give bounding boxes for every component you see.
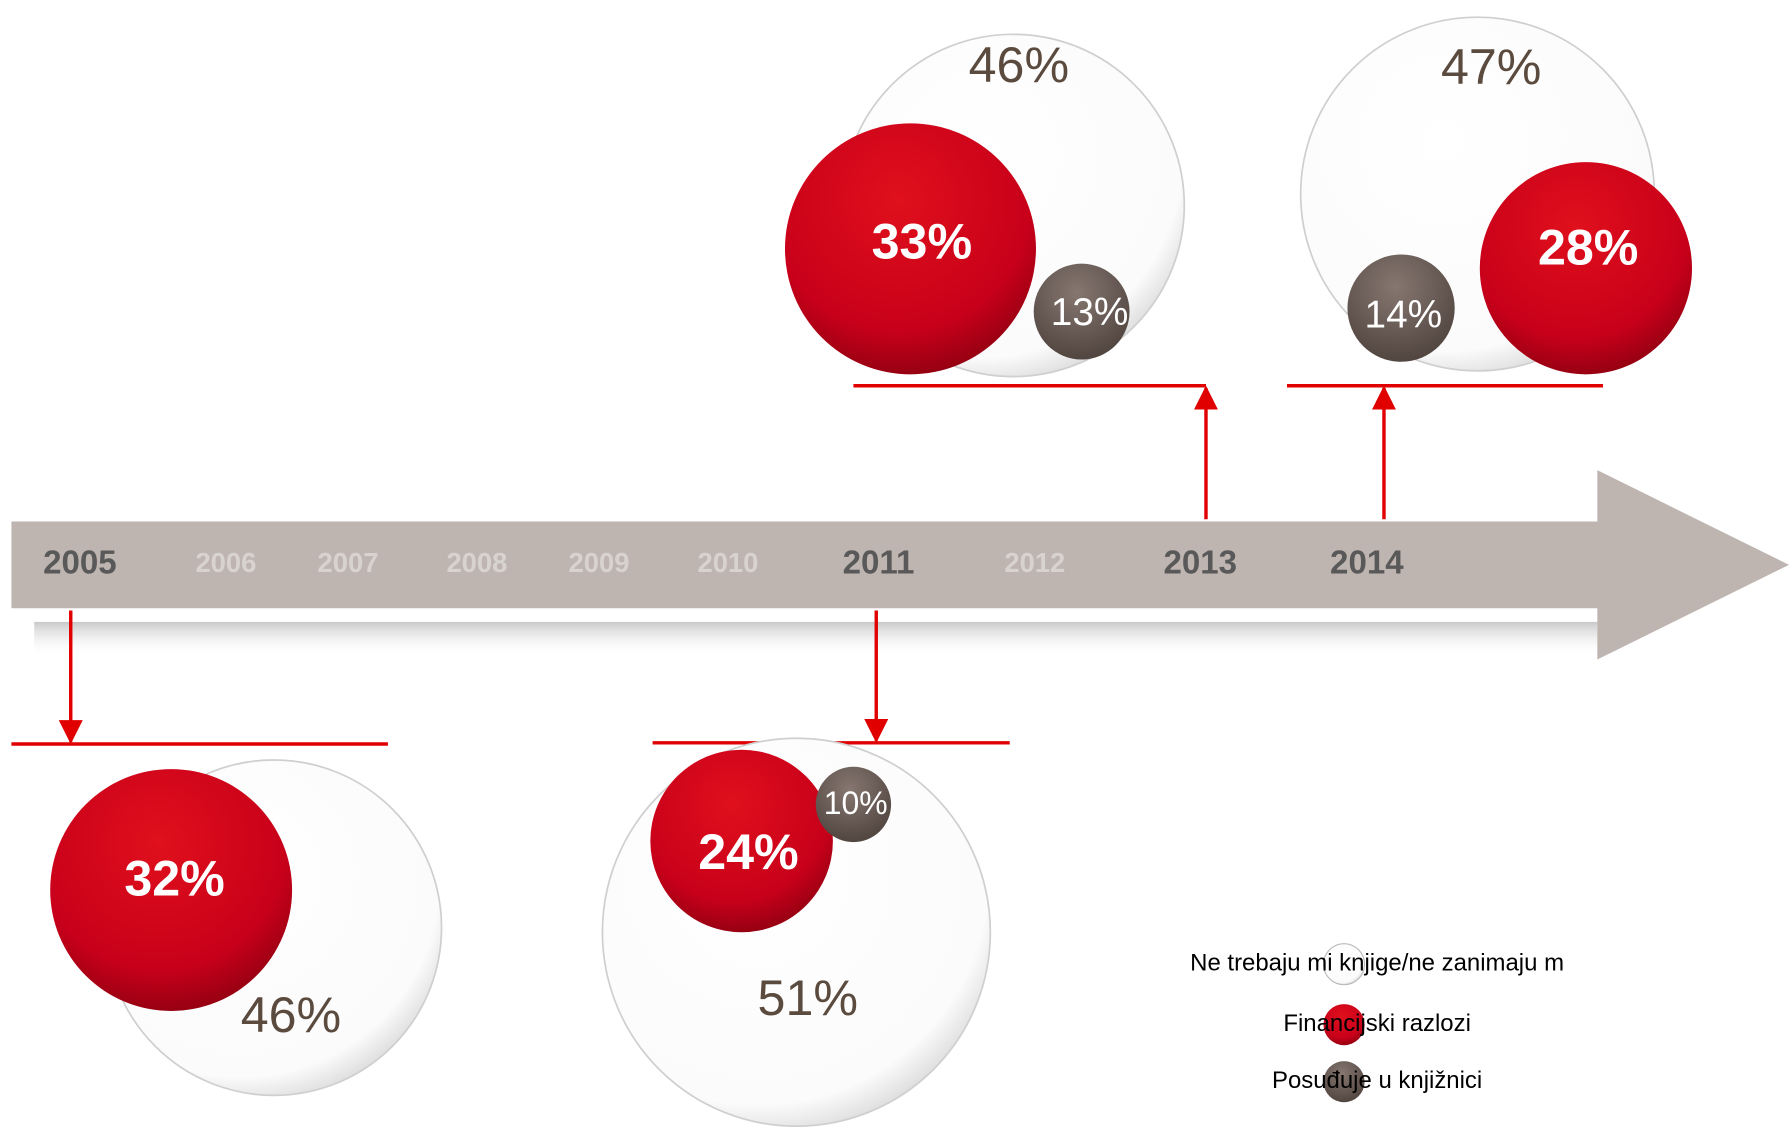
arrow-shadow [34, 621, 1598, 657]
red-bubble [1479, 162, 1693, 375]
gray-bubble [1033, 263, 1130, 360]
year-label: 2009 [569, 547, 630, 578]
gray-bubble [1347, 254, 1455, 362]
year-label: 2007 [318, 547, 379, 578]
gray-label: 10% [824, 785, 888, 821]
gray-bubble [815, 766, 892, 843]
year-label: 2010 [697, 547, 758, 578]
year-label: 2012 [1004, 547, 1065, 578]
legend-swatch [1323, 1004, 1365, 1046]
white-label: 46% [241, 987, 341, 1043]
white-label: 46% [969, 37, 1069, 93]
legend-swatch [1323, 1061, 1365, 1103]
gray-label: 13% [1051, 291, 1129, 334]
red-label: 32% [124, 850, 224, 906]
year-label: 2005 [43, 545, 117, 582]
red-bubble [50, 769, 293, 1011]
year-label: 2014 [1330, 545, 1404, 582]
white-label: 51% [758, 970, 858, 1026]
timeline-arrow [11, 470, 1789, 660]
year-label: 2006 [195, 547, 256, 578]
red-label: 28% [1538, 219, 1638, 275]
red-label: 24% [698, 824, 798, 880]
gray-label: 14% [1365, 294, 1443, 337]
red-bubble [650, 749, 833, 933]
legend-label: Ne trebaju mi knjige/ne zanimaju m [1190, 950, 1564, 977]
red-label: 33% [872, 214, 972, 270]
legend-label: Posuđuje u knjižnici [1272, 1067, 1482, 1094]
year-label: 2011 [843, 545, 915, 582]
year-label: 2008 [446, 547, 507, 578]
year-label: 2013 [1163, 545, 1237, 582]
legend-label: Financijski razlozi [1283, 1010, 1471, 1037]
white-label: 47% [1441, 39, 1541, 95]
red-bubble [784, 123, 1036, 375]
legend-swatch [1322, 943, 1366, 986]
